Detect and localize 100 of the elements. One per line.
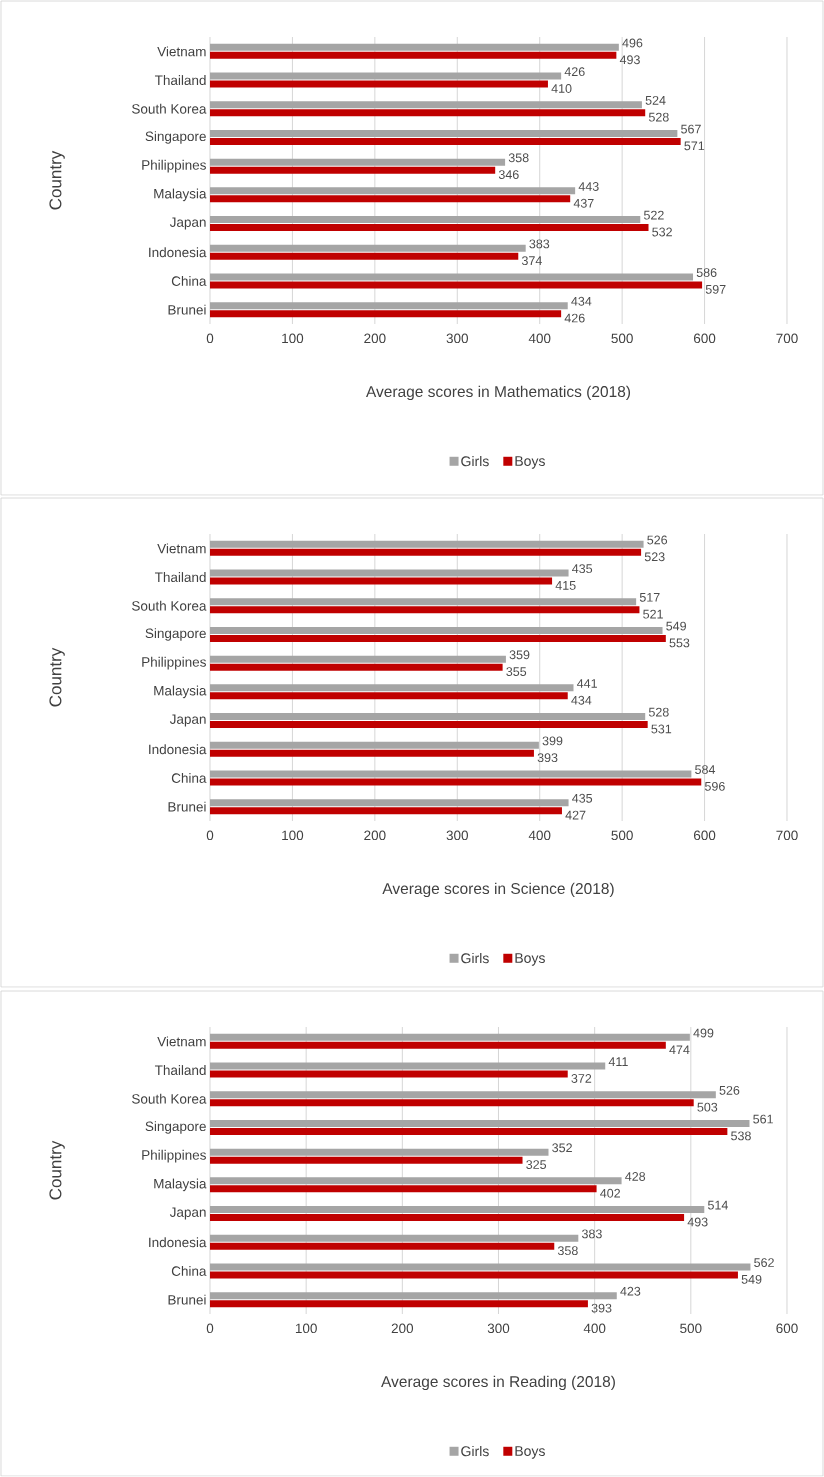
y-tick-label: Indonesia: [149, 247, 207, 258]
bar: [210, 663, 503, 671]
data-label: 355: [506, 667, 527, 676]
data-label: 524: [645, 95, 666, 105]
x-tick-label: 100: [295, 1323, 317, 1334]
x-tick-label: 100: [282, 333, 304, 344]
bar: [210, 244, 526, 252]
data-label: 523: [644, 552, 665, 562]
bar: [210, 606, 640, 614]
bar: [210, 749, 534, 757]
y-axis-title: Country: [49, 150, 65, 210]
x-tick-label: 200: [364, 333, 386, 344]
x-axis-title: Average scores in Mathematics (2018): [366, 385, 631, 401]
bar: [210, 166, 496, 174]
data-label: 493: [619, 55, 640, 65]
bar: [210, 1041, 666, 1049]
y-tick-label: Thailand: [154, 572, 206, 583]
y-tick-label: Brunei: [168, 304, 206, 315]
data-label: 359: [509, 650, 530, 660]
data-label: 441: [576, 679, 597, 688]
bar: [210, 51, 617, 59]
data-label: 383: [581, 1229, 602, 1239]
data-label: 553: [669, 638, 690, 648]
data-label: 531: [651, 724, 672, 734]
x-tick-label: 700: [776, 333, 798, 344]
bar: [210, 1234, 579, 1242]
bar: [210, 770, 692, 778]
bar: [210, 569, 569, 577]
data-label: 496: [622, 38, 643, 48]
data-label: 358: [557, 1246, 578, 1256]
y-tick-label: Japan: [169, 714, 206, 727]
data-label: 423: [620, 1286, 641, 1296]
data-label: 493: [687, 1217, 708, 1227]
data-label: 402: [600, 1188, 620, 1198]
x-tick-label: 0: [206, 830, 214, 841]
bar: [210, 1242, 555, 1250]
data-label: 427: [565, 810, 586, 820]
y-axis-title: Country: [49, 1140, 65, 1200]
bar: [210, 634, 666, 642]
x-tick-label: 700: [776, 830, 798, 841]
bar: [210, 1271, 738, 1279]
y-tick-label: Philippines: [142, 159, 206, 173]
x-tick-label: 500: [611, 333, 633, 344]
y-tick-label: China: [171, 1266, 207, 1276]
bar: [210, 129, 678, 137]
data-label: 532: [652, 227, 672, 237]
data-label: 549: [666, 621, 686, 631]
bar: [210, 80, 548, 88]
data-label: 411: [608, 1057, 628, 1066]
x-tick-label: 200: [391, 1323, 414, 1334]
data-label: 561: [753, 1114, 773, 1124]
bar: [210, 101, 642, 109]
data-label: 521: [643, 609, 663, 619]
data-label: 374: [521, 256, 542, 266]
bar: [210, 1033, 690, 1041]
bar: [210, 626, 663, 634]
bar: [210, 1062, 606, 1070]
data-label: 346: [498, 170, 519, 179]
bar: [210, 252, 519, 260]
data-label: 352: [552, 1143, 572, 1153]
y-tick-label: South Korea: [132, 1093, 207, 1104]
y-tick-label: Singapore: [145, 1121, 206, 1134]
y-tick-label: Japan: [169, 217, 206, 230]
bar: [210, 195, 571, 203]
bar: [210, 799, 569, 807]
legend-label: Boys: [515, 456, 545, 469]
x-tick-label: 0: [206, 1323, 214, 1334]
data-label: 399: [542, 736, 563, 746]
data-label: 410: [551, 84, 572, 93]
y-tick-label: Vietnam: [157, 46, 206, 57]
bar: [210, 598, 637, 606]
data-label: 372: [571, 1074, 592, 1083]
data-label: 597: [705, 284, 726, 294]
legend-label: Boys: [515, 953, 545, 966]
y-tick-label: Malaysia: [154, 188, 207, 202]
legend-label: Girls: [461, 952, 489, 964]
data-label: 596: [704, 781, 725, 791]
x-tick-label: 600: [693, 830, 716, 841]
bar: [210, 741, 539, 749]
bar: [210, 1156, 523, 1164]
x-axis-title: Average scores in Reading (2018): [381, 1375, 615, 1391]
bar: [210, 1300, 588, 1308]
data-label: 538: [731, 1131, 751, 1141]
data-label: 437: [573, 198, 594, 208]
data-label: 358: [508, 153, 529, 163]
data-label: 426: [564, 313, 585, 323]
bar: [210, 807, 562, 815]
bar: [210, 310, 562, 318]
x-tick-label: 500: [611, 830, 633, 841]
data-label: 434: [571, 695, 592, 705]
y-tick-label: Singapore: [145, 131, 206, 144]
x-tick-label: 600: [693, 333, 716, 344]
data-label: 562: [754, 1258, 774, 1267]
data-label: 383: [529, 239, 550, 249]
y-tick-label: Japan: [169, 1207, 206, 1220]
x-tick-label: 100: [282, 830, 304, 841]
data-label: 528: [648, 707, 669, 717]
y-tick-label: Thailand: [154, 75, 206, 86]
data-label: 474: [669, 1045, 690, 1055]
bar: [210, 273, 694, 281]
